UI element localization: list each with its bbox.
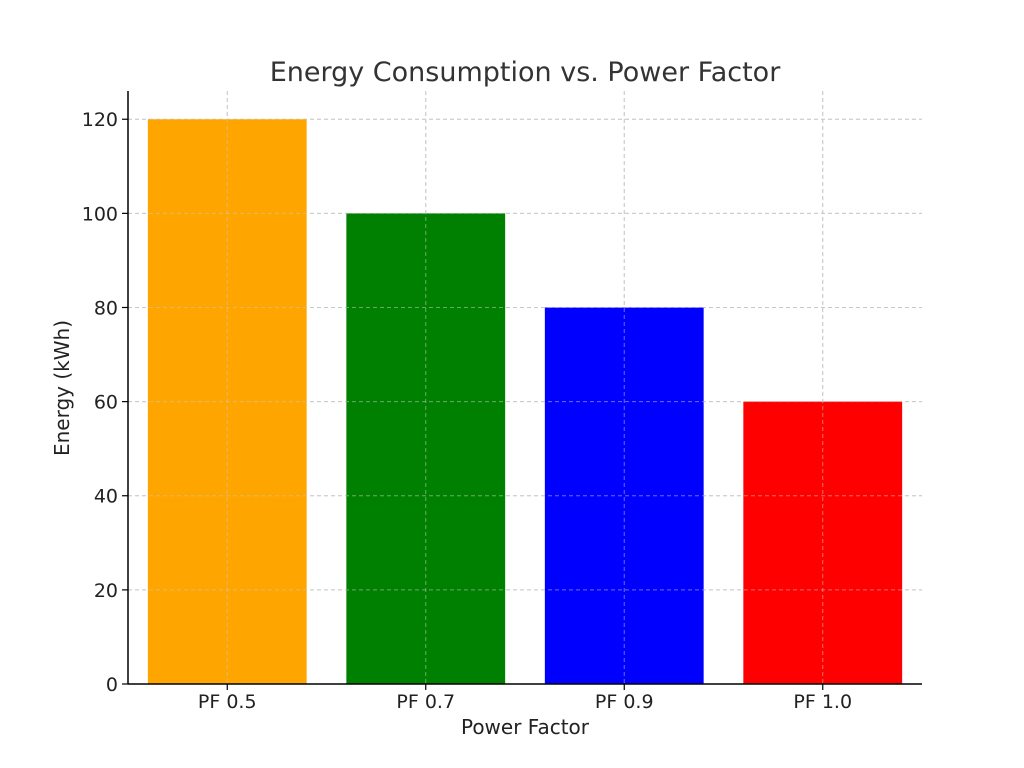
- bar: [544, 307, 704, 684]
- y-tick-label: 120: [82, 109, 118, 131]
- x-tick-label: PF 0.7: [396, 691, 455, 713]
- y-axis-label: Energy (kWh): [50, 320, 74, 456]
- y-tick-label: 80: [94, 297, 118, 319]
- vertical-gridlines-overlay: [226, 91, 824, 684]
- y-tick-label: 40: [94, 486, 118, 508]
- vertical-gridlines: [226, 91, 824, 684]
- x-tick-label: PF 0.5: [198, 691, 257, 713]
- y-tick-label: 60: [94, 392, 118, 414]
- chart-title: Energy Consumption vs. Power Factor: [270, 57, 781, 88]
- x-tick-label: PF 1.0: [793, 691, 852, 713]
- x-axis-label: Power Factor: [461, 715, 590, 739]
- y-tick-label: 20: [94, 580, 118, 602]
- y-ticks: 0 20 40 60 80 100 120: [82, 109, 128, 696]
- y-tick-label: 100: [82, 203, 118, 225]
- x-ticks: PF 0.5 PF 0.7 PF 0.9 PF 1.0: [198, 684, 852, 713]
- axes: [127, 91, 922, 685]
- x-tick-label: PF 0.9: [595, 691, 654, 713]
- y-tick-label: 0: [106, 674, 118, 696]
